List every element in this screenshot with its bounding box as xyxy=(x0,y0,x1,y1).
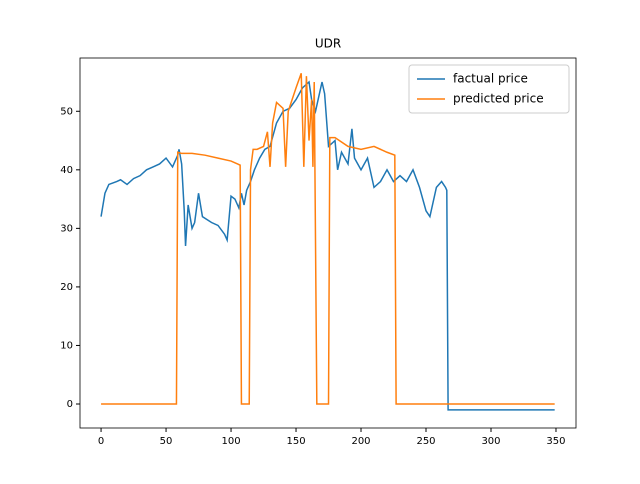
y-tick-label: 10 xyxy=(60,340,73,351)
legend-label: predicted price xyxy=(453,92,544,106)
line-series xyxy=(101,72,555,405)
x-tick-label: 350 xyxy=(546,436,565,447)
x-tick-label: 0 xyxy=(98,436,104,447)
legend-box xyxy=(408,64,570,114)
x-tick-label: 200 xyxy=(351,436,370,447)
y-tick-label: 20 xyxy=(60,282,73,293)
y-tick-label: 40 xyxy=(60,165,73,176)
x-tick-label: 100 xyxy=(221,436,240,447)
y-tick-label: 50 xyxy=(60,106,73,117)
line-series xyxy=(100,80,555,411)
x-tick-label: 50 xyxy=(160,436,173,447)
plot-frame xyxy=(79,57,577,429)
chart-title: UDR xyxy=(315,37,341,51)
legend-label: factual price xyxy=(453,72,528,86)
y-tick-label: 0 xyxy=(67,399,73,410)
x-tick-label: 150 xyxy=(286,436,305,447)
x-tick-label: 300 xyxy=(481,436,500,447)
x-tick-label: 250 xyxy=(416,436,435,447)
y-tick-label: 30 xyxy=(60,223,73,234)
